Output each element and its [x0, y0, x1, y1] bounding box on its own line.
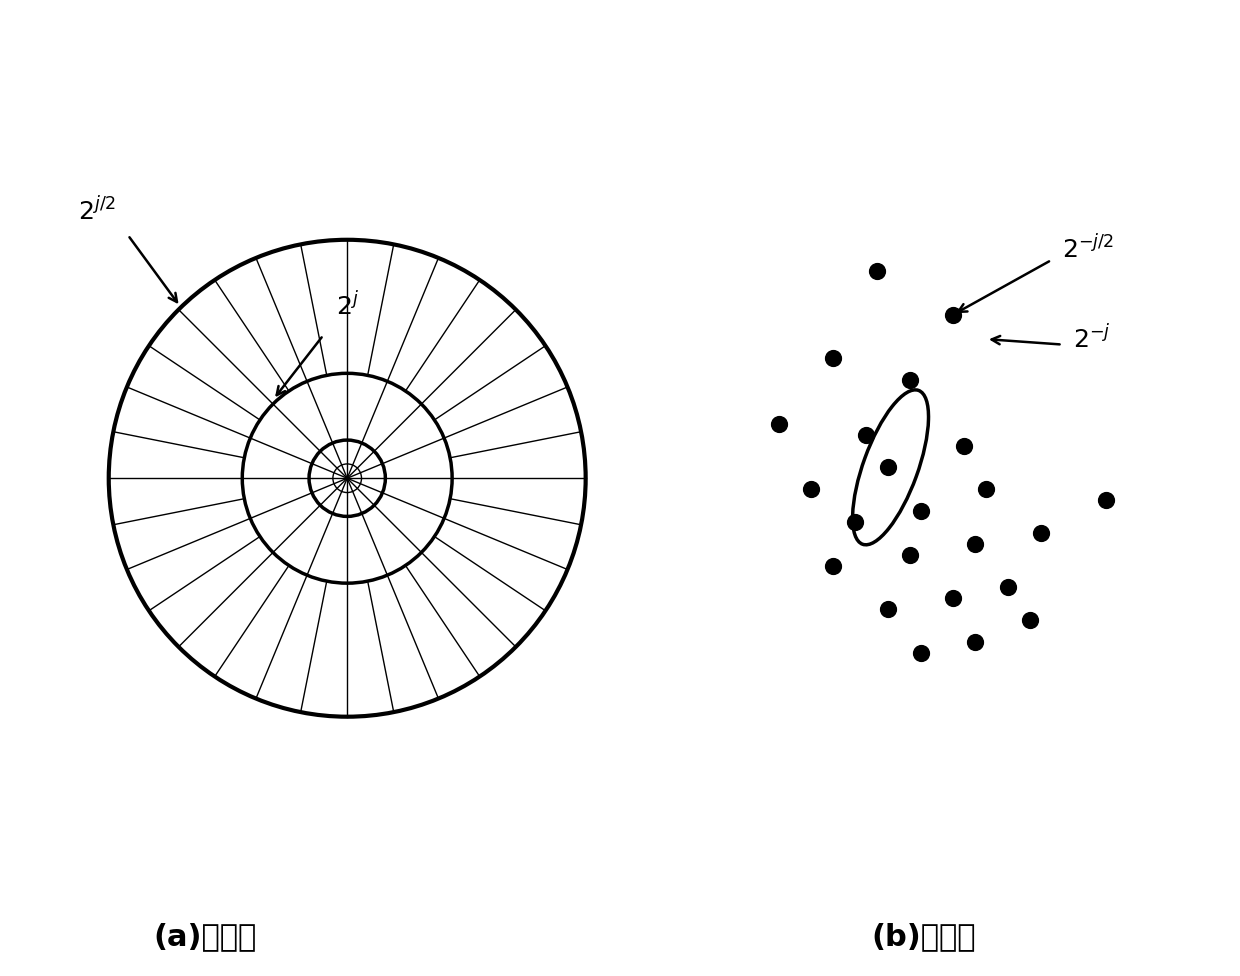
Point — [998, 580, 1018, 595]
Text: $2^{-j/2}$: $2^{-j/2}$ — [1063, 235, 1115, 264]
Text: (b)时间域: (b)时间域 — [872, 922, 976, 952]
Point — [900, 547, 920, 562]
Point — [944, 306, 963, 322]
Point — [846, 514, 866, 530]
Point — [769, 416, 789, 431]
Point — [955, 437, 975, 453]
Text: $2^{j}$: $2^{j}$ — [336, 292, 358, 321]
Text: $2^{-j}$: $2^{-j}$ — [1074, 325, 1111, 353]
Text: (a)频率域: (a)频率域 — [153, 922, 257, 952]
Point — [965, 536, 985, 551]
Point — [1030, 525, 1050, 541]
Point — [823, 350, 843, 366]
Text: $2^{j/2}$: $2^{j/2}$ — [78, 197, 115, 225]
Point — [878, 460, 898, 475]
Point — [900, 372, 920, 387]
Point — [965, 634, 985, 650]
Point — [878, 601, 898, 617]
Point — [1096, 492, 1116, 508]
Point — [976, 481, 996, 497]
Point — [910, 645, 930, 661]
Point — [910, 504, 930, 519]
Point — [823, 557, 843, 573]
Point — [801, 481, 821, 497]
Point — [856, 427, 875, 442]
Point — [1019, 612, 1039, 628]
Point — [944, 590, 963, 606]
Point — [867, 264, 887, 279]
